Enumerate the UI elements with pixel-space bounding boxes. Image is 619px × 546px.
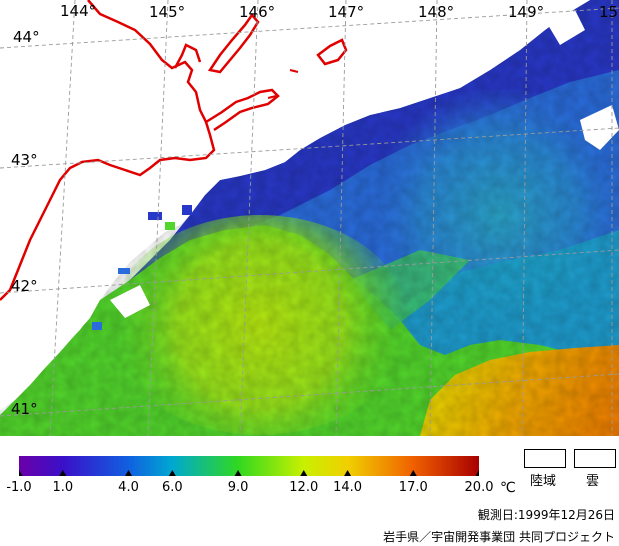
colorbar-tick <box>19 470 23 476</box>
longitude-label-144: 144° <box>60 2 97 20</box>
cloud-legend-label: 雲 <box>586 474 600 489</box>
land-legend-swatch <box>524 449 566 468</box>
colorbar-tick-label: 20.0 <box>464 480 494 495</box>
colorbar-tick-label: 4.0 <box>118 480 139 495</box>
colorbar-tick <box>168 470 176 476</box>
longitude-label-148: 148° <box>418 3 455 21</box>
latitude-label-42: 42° <box>11 277 38 295</box>
sea-surface-temperature-map <box>0 0 619 436</box>
observation-date: 観測日:1999年12月26日 <box>477 508 615 522</box>
colorbar-unit: ℃ <box>500 480 516 496</box>
colorbar-tick <box>475 470 479 476</box>
land-cloud-area <box>0 0 590 410</box>
cloud-legend-swatch <box>574 449 616 468</box>
colorbar-tick-label: 6.0 <box>161 480 183 495</box>
longitude-label-149: 149° <box>508 3 545 21</box>
colorbar-tick <box>344 470 352 476</box>
colorbar-tick-label: 1.0 <box>52 480 74 495</box>
colorbar-tick-label: -1.0 <box>6 480 32 495</box>
land-legend-label: 陸域 <box>530 474 557 489</box>
temperature-colorbar <box>19 456 479 476</box>
colorbar-tick-label: 14.0 <box>333 480 363 495</box>
colorbar-tick-label: 9.0 <box>227 480 249 495</box>
colorbar-tick <box>300 470 308 476</box>
colorbar-tick-label: 17.0 <box>398 480 428 495</box>
colorbar-tick <box>234 470 242 476</box>
colorbar-tick-label: 12.0 <box>289 480 319 495</box>
coastline <box>0 0 216 301</box>
colorbar-tick <box>125 470 133 476</box>
longitude-label-150: 15 <box>599 3 619 21</box>
colorbar-tick <box>59 470 67 476</box>
graticule <box>0 0 619 436</box>
longitude-label-146: 146° <box>239 3 276 21</box>
latitude-label-41: 41° <box>11 400 38 418</box>
latitude-label-44: 44° <box>13 28 40 46</box>
longitude-label-145: 145° <box>149 3 186 21</box>
credit-text: 岩手県／宇宙開発事業団 共同プロジェクト <box>383 530 615 544</box>
longitude-label-147: 147° <box>328 3 365 21</box>
colorbar-tick <box>409 470 417 476</box>
latitude-label-43: 43° <box>11 151 38 169</box>
